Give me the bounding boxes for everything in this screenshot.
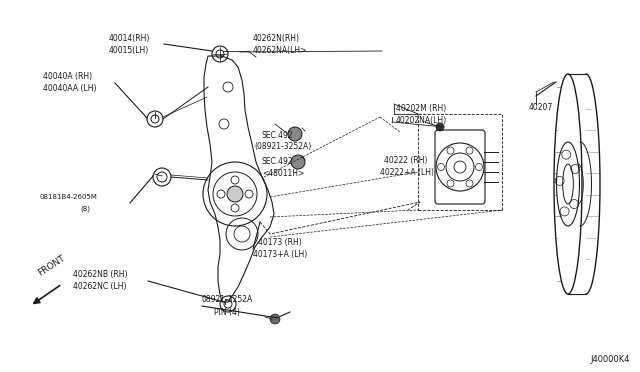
Text: 40262NA(LH>: 40262NA(LH> (253, 45, 307, 55)
Text: <48011H>: <48011H> (262, 169, 304, 177)
Text: 40173+A (LH): 40173+A (LH) (253, 250, 307, 260)
Text: PIN (4): PIN (4) (214, 308, 240, 317)
Text: (8): (8) (80, 206, 90, 212)
Text: 40040A (RH): 40040A (RH) (43, 73, 92, 81)
Text: 40040AA (LH): 40040AA (LH) (43, 84, 97, 93)
Text: 40202M (RH): 40202M (RH) (396, 103, 446, 112)
Text: 40173 (RH): 40173 (RH) (258, 238, 301, 247)
Text: 40262N(RH): 40262N(RH) (253, 33, 300, 42)
Text: 40262NC (LH): 40262NC (LH) (73, 282, 127, 292)
Text: (08921-3252A): (08921-3252A) (254, 142, 311, 151)
Text: J40000K4: J40000K4 (591, 355, 630, 364)
Circle shape (227, 186, 243, 202)
Text: 40222+A (LH): 40222+A (LH) (380, 167, 434, 176)
Text: FRONT: FRONT (36, 254, 67, 278)
Text: 08181B4-2605M: 08181B4-2605M (40, 194, 98, 200)
Circle shape (291, 155, 305, 169)
Text: 40202NA(LH): 40202NA(LH) (396, 115, 447, 125)
Text: SEC.492: SEC.492 (262, 157, 294, 166)
Circle shape (270, 314, 280, 324)
Text: SEC.492: SEC.492 (262, 131, 294, 140)
Text: 40262NB (RH): 40262NB (RH) (73, 270, 127, 279)
Text: 40015(LH): 40015(LH) (109, 45, 149, 55)
Circle shape (436, 123, 444, 131)
Text: 40222 (RH): 40222 (RH) (384, 155, 428, 164)
Text: 08921-3252A: 08921-3252A (202, 295, 253, 305)
Circle shape (288, 127, 302, 141)
Text: 40014(RH): 40014(RH) (109, 33, 150, 42)
Text: 40207: 40207 (529, 103, 553, 112)
